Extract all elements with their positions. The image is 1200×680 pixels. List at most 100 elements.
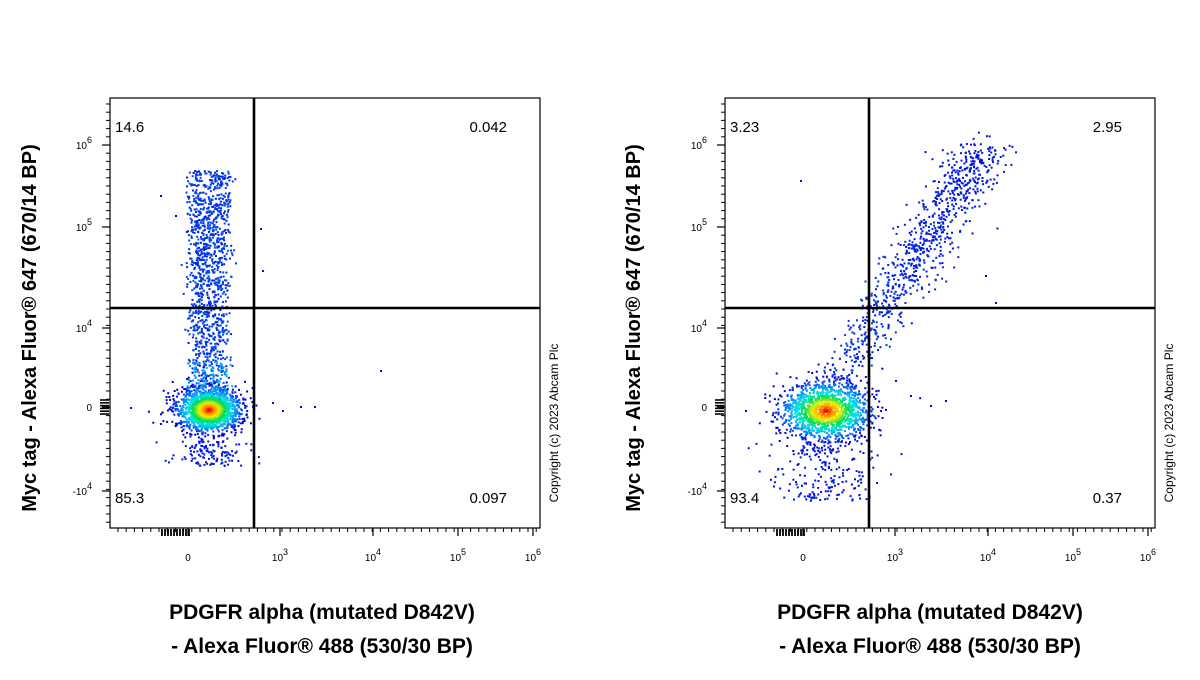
data-point: [806, 389, 809, 392]
data-point: [214, 342, 217, 345]
data-point: [922, 251, 924, 254]
data-point: [791, 413, 794, 416]
data-point: [988, 135, 991, 138]
data-point: [928, 290, 931, 293]
data-point: [211, 230, 214, 233]
data-point: [962, 146, 965, 149]
data-point: [773, 398, 776, 401]
data-point: [232, 424, 234, 427]
data-point: [207, 187, 210, 190]
data-point: [198, 440, 201, 443]
data-point: [823, 460, 826, 463]
data-point: [968, 150, 970, 153]
data-point: [977, 169, 980, 172]
data-point: [186, 201, 189, 204]
data-point: [223, 400, 226, 403]
data-point: [186, 393, 189, 396]
data-point: [233, 249, 236, 252]
data-point: [205, 185, 208, 188]
data-point: [204, 382, 207, 385]
data-point: [887, 327, 890, 330]
data-point: [224, 182, 227, 185]
data-point: [874, 300, 877, 303]
data-point: [890, 473, 892, 476]
data-point: [222, 313, 225, 316]
data-point: [230, 249, 232, 252]
data-point: [201, 318, 204, 321]
data-point: [859, 399, 861, 402]
data-point: [828, 440, 831, 443]
data-point: [851, 498, 854, 501]
data-point: [207, 275, 210, 278]
data-point: [187, 234, 190, 237]
data-point: [218, 413, 221, 416]
data-point: [849, 382, 852, 385]
data-point: [217, 280, 220, 283]
data-point: [231, 421, 234, 424]
data-point: [1011, 145, 1014, 148]
data-point: [197, 390, 200, 393]
data-point: [221, 461, 224, 464]
data-point: [239, 413, 242, 416]
data-point: [217, 410, 220, 413]
data-point: [204, 327, 207, 329]
data-point: [250, 443, 253, 446]
data-point: [212, 188, 215, 191]
data-point: [221, 263, 223, 266]
data-point: [859, 429, 862, 432]
data-point: [195, 404, 198, 407]
data-point: [218, 354, 221, 356]
data-point: [191, 383, 194, 386]
data-point: [852, 404, 855, 407]
data-point: [205, 271, 208, 274]
data-point: [182, 398, 185, 401]
data-point: [206, 284, 209, 287]
data-point: [219, 389, 221, 392]
data-point: [941, 254, 944, 257]
data-point: [987, 185, 990, 188]
data-point: [221, 177, 224, 180]
data-point: [218, 394, 221, 397]
data-point: [197, 260, 199, 263]
data-point: [845, 441, 847, 444]
data-point: [810, 396, 812, 399]
data-point: [885, 296, 888, 299]
data-point: [900, 272, 903, 275]
data-point: [903, 283, 905, 286]
data-point: [220, 364, 223, 367]
data-point: [959, 144, 962, 147]
data-point: [856, 340, 859, 343]
data-point: [236, 410, 239, 413]
data-point: [213, 308, 216, 311]
data-point: [191, 226, 194, 229]
y-tick-label: 104: [76, 318, 92, 335]
data-point: [314, 406, 316, 408]
data-point: [203, 252, 206, 255]
data-point: [184, 388, 187, 391]
data-point: [213, 399, 216, 402]
data-point: [191, 367, 194, 370]
data-point: [159, 423, 162, 425]
data-point: [842, 424, 845, 427]
data-point: [773, 481, 776, 484]
data-point: [214, 171, 217, 174]
data-point: [235, 404, 238, 407]
data-point: [844, 334, 847, 336]
data-point: [785, 419, 788, 421]
data-point: [782, 401, 785, 404]
data-point: [834, 390, 837, 393]
data-point: [197, 422, 200, 425]
data-point: [784, 409, 787, 412]
data-point: [851, 365, 854, 368]
data-point: [938, 217, 941, 220]
data-point: [768, 400, 771, 403]
data-point: [214, 347, 217, 350]
data-point: [833, 371, 835, 374]
data-point: [818, 391, 821, 394]
data-point: [953, 164, 956, 167]
data-point: [202, 385, 205, 388]
data-point: [922, 205, 925, 208]
data-point: [219, 271, 222, 273]
data-point: [230, 333, 232, 336]
data-point: [830, 480, 833, 483]
